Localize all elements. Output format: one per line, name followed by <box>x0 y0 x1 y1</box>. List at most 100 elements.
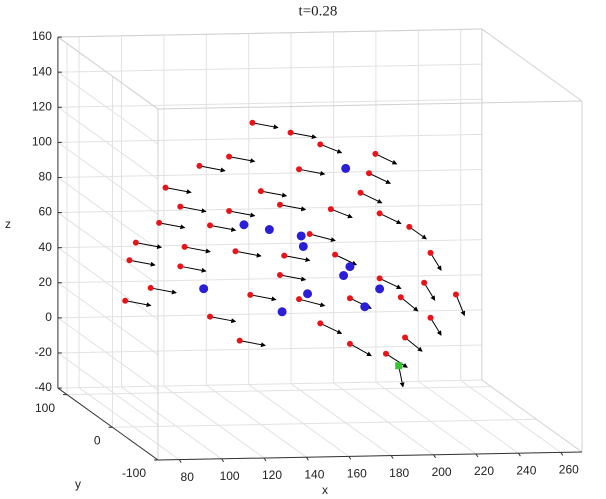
x-tick <box>560 452 564 456</box>
point <box>226 207 233 214</box>
box-edge <box>481 379 583 453</box>
point <box>126 257 133 264</box>
grid-line <box>206 384 307 458</box>
arrow <box>334 254 358 266</box>
x-tick-label: 260 <box>559 463 579 477</box>
arrow <box>400 296 419 312</box>
point <box>296 166 303 173</box>
point <box>317 141 324 148</box>
box-edge <box>57 36 159 110</box>
x-tick <box>178 459 182 463</box>
grid-line <box>248 384 350 457</box>
x-tick <box>305 456 309 461</box>
point <box>332 251 339 258</box>
arrow <box>229 156 256 164</box>
z-tick-label: 120 <box>32 99 52 113</box>
point <box>247 291 254 298</box>
arrow <box>279 204 307 212</box>
point <box>232 248 239 255</box>
x-tick <box>475 453 479 458</box>
arrow <box>430 252 442 271</box>
grid-line <box>57 177 159 250</box>
arrow <box>209 316 237 324</box>
grid-line <box>57 247 159 321</box>
point <box>395 362 403 370</box>
grid-line <box>57 309 482 319</box>
grid-line <box>57 379 482 389</box>
point <box>281 252 288 259</box>
x-tick-label: 160 <box>347 467 367 481</box>
grid-line <box>78 387 180 461</box>
z-axis-label: z <box>5 217 11 231</box>
x-tick-label: 100 <box>220 469 240 483</box>
arrow <box>360 192 383 204</box>
arrow <box>320 322 343 334</box>
point <box>147 284 154 291</box>
point <box>345 262 355 272</box>
arrow <box>129 259 156 267</box>
point <box>207 222 214 229</box>
point <box>452 291 459 298</box>
y-axis-label: y <box>75 477 81 491</box>
chart-title: t=0.28 <box>299 3 338 19</box>
arrow <box>150 287 177 295</box>
point <box>239 220 249 230</box>
point <box>264 225 274 235</box>
z-tick-label: 140 <box>32 64 52 78</box>
grid-line <box>375 381 477 455</box>
arrow <box>375 153 398 165</box>
grid-line <box>290 383 392 457</box>
grid-line <box>57 71 159 145</box>
arrow <box>379 212 402 225</box>
z-tick-label: 20 <box>39 275 53 289</box>
grid-line <box>57 344 482 354</box>
point <box>236 337 243 344</box>
x-tick-label: 240 <box>516 463 536 477</box>
z-tick-label: 40 <box>39 240 53 254</box>
x-tick <box>221 458 225 463</box>
arrow <box>349 343 372 357</box>
point <box>327 206 334 213</box>
arrow <box>209 224 237 232</box>
box-edge <box>157 100 583 110</box>
point <box>317 320 324 327</box>
y-axis-line <box>57 387 159 461</box>
arrow <box>239 340 266 348</box>
arrow <box>404 337 423 352</box>
arrow <box>330 208 353 219</box>
point <box>132 239 139 246</box>
point <box>298 241 308 251</box>
point <box>382 350 389 357</box>
point <box>249 119 256 126</box>
point <box>196 162 203 169</box>
point <box>276 271 283 278</box>
arrow <box>298 298 326 308</box>
x-tick-label: 180 <box>389 466 409 480</box>
point <box>177 263 184 270</box>
x-tick-label: 140 <box>304 467 324 481</box>
arrow <box>159 222 186 230</box>
point <box>406 223 413 230</box>
grid-line <box>57 168 482 178</box>
z-tick-label: 0 <box>45 310 52 324</box>
arrow <box>252 122 279 130</box>
point <box>177 203 184 210</box>
arrow <box>284 255 311 263</box>
arrow <box>298 168 326 176</box>
point <box>207 313 214 320</box>
point <box>372 150 379 157</box>
z-tick-label: 80 <box>39 170 53 184</box>
arrow <box>135 242 163 250</box>
grid-line <box>57 282 159 356</box>
arrow <box>379 277 402 289</box>
arrow <box>309 233 336 242</box>
grid-line <box>112 418 537 428</box>
z-tick-label: -20 <box>35 345 53 359</box>
grid-line <box>57 239 482 249</box>
x-axis-label: x <box>322 483 328 497</box>
x-tick-label: 220 <box>474 464 494 478</box>
grid-line <box>57 106 159 180</box>
arrow <box>260 190 288 198</box>
grid-line <box>57 141 159 215</box>
